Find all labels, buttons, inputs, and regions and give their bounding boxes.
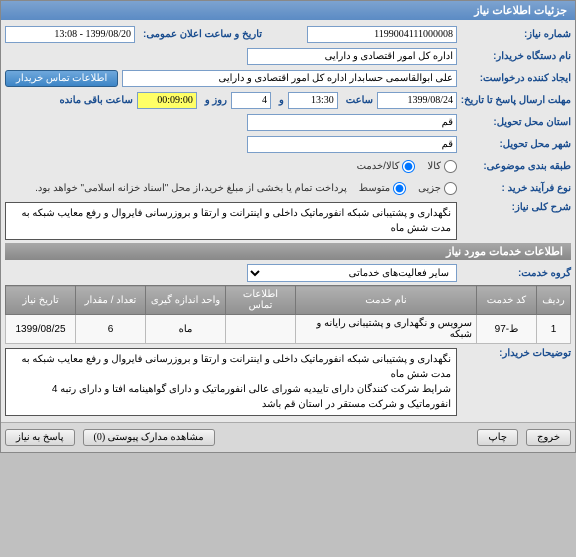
remaining-time-input	[137, 92, 197, 109]
and-label: و	[275, 95, 284, 106]
th-contact: اطلاعات تماس	[226, 286, 296, 315]
creator-input[interactable]	[122, 70, 457, 87]
deadline-label: مهلت ارسال پاسخ تا تاریخ:	[461, 95, 571, 106]
cat-radio-kala-khedmat[interactable]	[402, 160, 415, 173]
pt-opt-medium[interactable]: متوسط	[359, 182, 406, 195]
cat-opt-kala-khedmat[interactable]: کالا/خدمت	[357, 160, 416, 173]
table-row[interactable]: 1 ط-97 سرویس و نگهداری و پشتیبانی رایانه…	[6, 315, 571, 344]
cell-contact	[226, 315, 296, 344]
need-no-input[interactable]	[307, 26, 457, 43]
cat-opt-kala[interactable]: کالا	[427, 160, 457, 173]
window: جزئیات اطلاعات نیاز شماره نیاز: تاریخ و …	[0, 0, 576, 453]
cell-row: 1	[537, 315, 571, 344]
delivery-province-input[interactable]	[247, 114, 457, 131]
th-code: کد خدمت	[477, 286, 537, 315]
contact-info-button[interactable]: اطلاعات تماس خریدار	[5, 70, 118, 87]
content-area: شماره نیاز: تاریخ و ساعت اعلان عمومی: نا…	[1, 20, 575, 422]
remaining-label: ساعت باقی مانده	[55, 95, 132, 106]
buyer-notes-label: توضیحات خریدار:	[461, 348, 571, 359]
service-group-label: گروه خدمت:	[461, 268, 571, 279]
subject-cat-group: کالا کالا/خدمت	[357, 160, 457, 173]
service-group-select[interactable]: سایر فعالیت‌های خدماتی	[247, 264, 457, 282]
footer-bar: خروج چاپ مشاهده مدارک پیوستی (0) پاسخ به…	[1, 422, 575, 452]
exit-button[interactable]: خروج	[526, 429, 571, 446]
cell-date: 1399/08/25	[6, 315, 76, 344]
pt-radio-minor[interactable]	[444, 182, 457, 195]
purchase-type-group: جزیی متوسط	[359, 182, 457, 195]
cell-unit: ماه	[146, 315, 226, 344]
cat-radio-kala[interactable]	[444, 160, 457, 173]
day-and-label: روز و	[201, 95, 227, 106]
delivery-city-input[interactable]	[247, 136, 457, 153]
announce-date-input[interactable]	[5, 26, 135, 43]
pt-note: پرداخت تمام یا بخشی از مبلغ خرید،از محل …	[35, 183, 347, 194]
th-row: ردیف	[537, 286, 571, 315]
th-unit: واحد اندازه گیری	[146, 286, 226, 315]
th-name: نام خدمت	[296, 286, 477, 315]
th-date: تاریخ نیاز	[6, 286, 76, 315]
general-desc-box: نگهداری و پشتیبانی شبکه انفورماتیک داخلی…	[5, 202, 457, 240]
buyer-org-label: نام دستگاه خریدار:	[461, 51, 571, 62]
table-header-row: ردیف کد خدمت نام خدمت اطلاعات تماس واحد …	[6, 286, 571, 315]
days-input[interactable]	[231, 92, 271, 109]
answer-button[interactable]: پاسخ به نیاز	[5, 429, 75, 446]
pt-opt-minor[interactable]: جزیی	[418, 182, 457, 195]
time-label: ساعت	[342, 95, 373, 106]
announce-date-label: تاریخ و ساعت اعلان عمومی:	[139, 29, 262, 40]
purchase-type-label: نوع فرآیند خرید :	[461, 183, 571, 194]
cell-name: سرویس و نگهداری و پشتیبانی رایانه و شبکه	[296, 315, 477, 344]
services-header: اطلاعات خدمات مورد نیاز	[5, 243, 571, 260]
creator-label: ایجاد کننده درخواست:	[461, 73, 571, 84]
cell-code: ط-97	[477, 315, 537, 344]
general-desc-label: شرح کلی نیاز:	[461, 202, 571, 213]
deadline-date-input[interactable]	[377, 92, 457, 109]
services-table: ردیف کد خدمت نام خدمت اطلاعات تماس واحد …	[5, 285, 571, 344]
cell-qty: 6	[76, 315, 146, 344]
need-no-label: شماره نیاز:	[461, 29, 571, 40]
pt-radio-medium[interactable]	[393, 182, 406, 195]
subject-cat-label: طبقه بندی موضوعی:	[461, 161, 571, 172]
attachments-button[interactable]: مشاهده مدارک پیوستی (0)	[83, 429, 215, 446]
delivery-city-label: شهر محل تحویل:	[461, 139, 571, 150]
buyer-notes-box: نگهداری و پشتیبانی شبکه انفورماتیک داخلی…	[5, 348, 457, 416]
delivery-province-label: استان محل تحویل:	[461, 117, 571, 128]
print-button[interactable]: چاپ	[477, 429, 518, 446]
deadline-time-input[interactable]	[288, 92, 338, 109]
buyer-org-input[interactable]	[247, 48, 457, 65]
th-qty: تعداد / مقدار	[76, 286, 146, 315]
titlebar: جزئیات اطلاعات نیاز	[1, 1, 575, 20]
